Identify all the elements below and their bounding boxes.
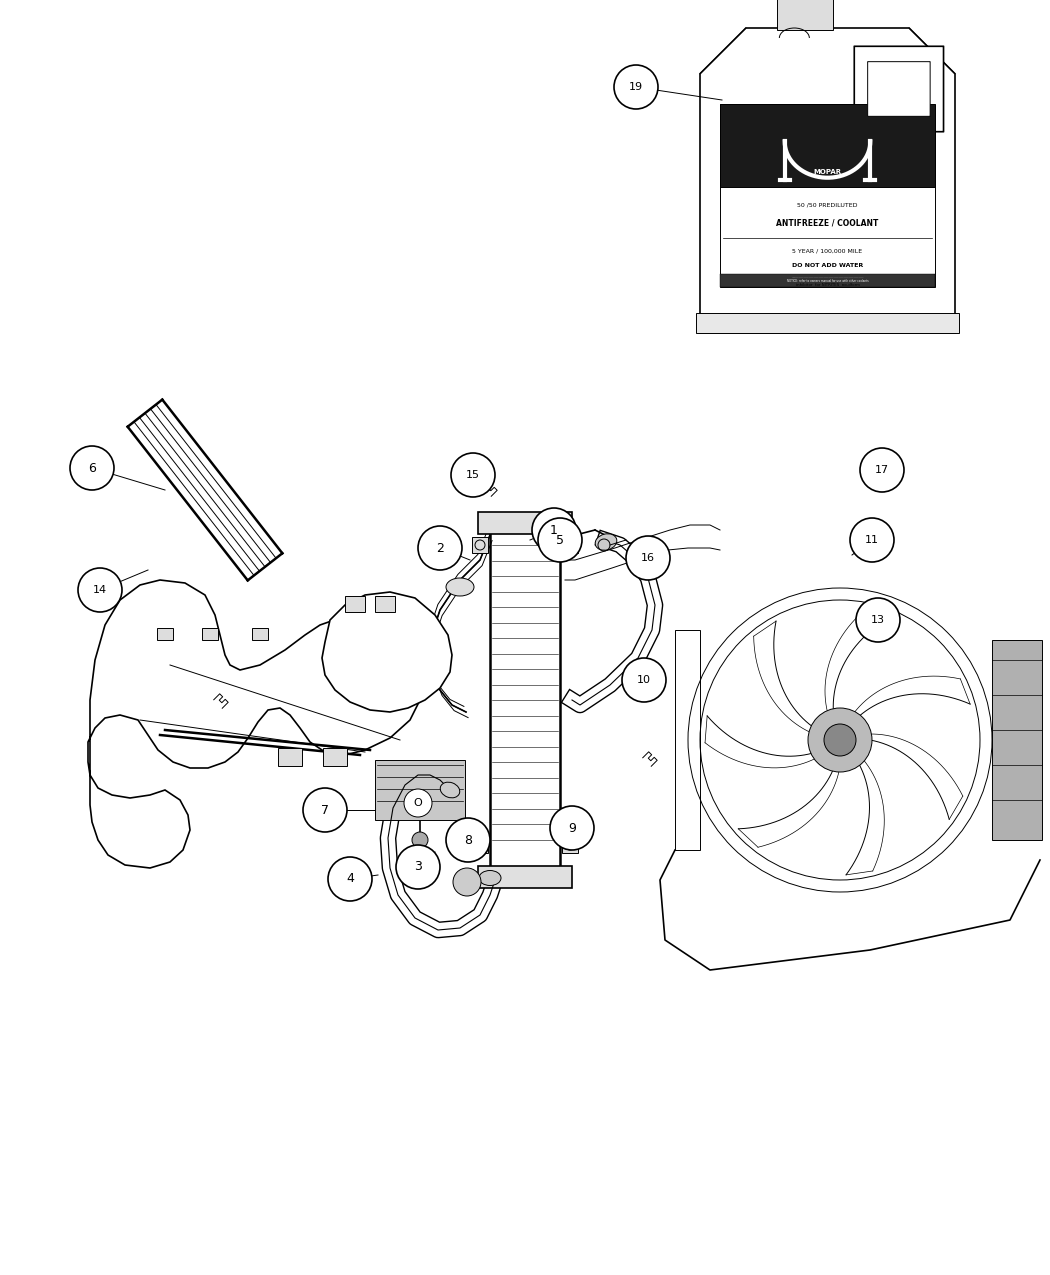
Ellipse shape xyxy=(595,534,616,551)
Circle shape xyxy=(404,789,432,817)
Bar xyxy=(562,537,578,553)
Text: 13: 13 xyxy=(872,615,885,625)
Bar xyxy=(696,312,959,333)
Polygon shape xyxy=(88,580,425,868)
Text: ─────────────────────────────: ───────────────────────────── xyxy=(792,277,864,280)
Bar xyxy=(252,629,268,640)
Ellipse shape xyxy=(440,782,460,798)
Bar xyxy=(992,640,1042,840)
Circle shape xyxy=(78,567,122,612)
Bar xyxy=(675,630,700,850)
Text: 5: 5 xyxy=(556,533,564,547)
Text: 16: 16 xyxy=(640,553,655,564)
Bar xyxy=(278,748,302,766)
Bar xyxy=(720,105,934,186)
Text: MOPAR: MOPAR xyxy=(814,168,841,175)
Ellipse shape xyxy=(479,871,501,886)
Text: 11: 11 xyxy=(865,536,879,544)
Text: 19: 19 xyxy=(629,82,643,92)
Circle shape xyxy=(70,446,114,490)
Circle shape xyxy=(446,819,490,862)
FancyBboxPatch shape xyxy=(867,61,930,116)
Bar xyxy=(478,866,572,887)
Circle shape xyxy=(548,530,564,546)
Circle shape xyxy=(396,845,440,889)
Text: 10: 10 xyxy=(637,674,651,685)
FancyBboxPatch shape xyxy=(855,46,944,131)
Text: 5 YEAR / 100,000 MILE: 5 YEAR / 100,000 MILE xyxy=(793,249,862,254)
Bar xyxy=(472,537,488,553)
Circle shape xyxy=(856,598,900,643)
Text: ANTIFREEZE / COOLANT: ANTIFREEZE / COOLANT xyxy=(776,219,879,228)
Circle shape xyxy=(532,507,576,552)
Text: 3: 3 xyxy=(414,861,422,873)
Circle shape xyxy=(418,527,462,570)
Circle shape xyxy=(412,833,428,848)
Bar xyxy=(720,274,934,287)
Text: NOTICE: refer to owners manual for use with other coolants: NOTICE: refer to owners manual for use w… xyxy=(786,279,868,283)
Circle shape xyxy=(808,708,871,771)
Bar xyxy=(158,629,173,640)
Circle shape xyxy=(824,724,856,756)
Text: O: O xyxy=(414,798,422,808)
Text: 2: 2 xyxy=(436,542,444,555)
Circle shape xyxy=(622,658,666,703)
Bar xyxy=(375,595,395,612)
Text: DO NOT ADD WATER: DO NOT ADD WATER xyxy=(792,263,863,268)
Circle shape xyxy=(452,453,495,497)
Bar xyxy=(345,595,365,612)
Text: 7: 7 xyxy=(321,803,329,816)
Bar xyxy=(472,836,488,853)
Circle shape xyxy=(850,518,894,562)
Text: 9: 9 xyxy=(568,821,576,835)
Bar xyxy=(478,513,572,534)
Text: 4: 4 xyxy=(346,872,354,886)
Text: 6: 6 xyxy=(88,462,96,474)
Circle shape xyxy=(453,868,481,896)
Bar xyxy=(323,748,346,766)
Circle shape xyxy=(303,788,346,833)
Circle shape xyxy=(614,65,658,108)
Bar xyxy=(375,760,465,820)
Bar xyxy=(720,105,934,287)
Polygon shape xyxy=(700,28,956,333)
Text: 17: 17 xyxy=(875,465,889,476)
Circle shape xyxy=(550,806,594,850)
Circle shape xyxy=(328,857,372,901)
Ellipse shape xyxy=(446,578,474,595)
Text: 8: 8 xyxy=(464,834,473,847)
Text: 1: 1 xyxy=(550,524,558,537)
Bar xyxy=(562,836,578,853)
Circle shape xyxy=(860,448,904,492)
Text: inhibitor  for NITRITES  no-dform: inhibitor for NITRITES no-dform xyxy=(796,283,860,287)
Bar xyxy=(202,629,218,640)
Circle shape xyxy=(538,518,582,562)
Text: 15: 15 xyxy=(466,470,480,479)
Text: 50 /50 PREDILUTED: 50 /50 PREDILUTED xyxy=(797,203,858,208)
Polygon shape xyxy=(322,592,452,711)
Text: 14: 14 xyxy=(93,585,107,595)
Bar xyxy=(777,0,833,31)
Circle shape xyxy=(626,536,670,580)
